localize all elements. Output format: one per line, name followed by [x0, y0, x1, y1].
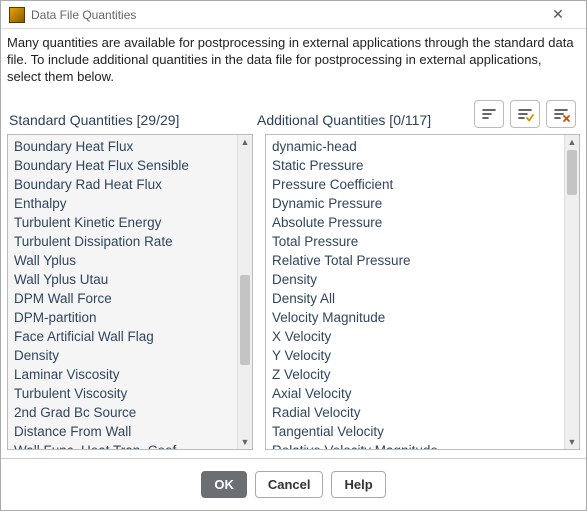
- cancel-button[interactable]: Cancel: [255, 471, 324, 498]
- close-button[interactable]: ✕: [538, 6, 578, 23]
- list-item[interactable]: Z Velocity: [272, 365, 564, 384]
- scroll-up-button[interactable]: ▲: [565, 135, 579, 150]
- additional-scrollbar: ▲ ▼: [564, 135, 579, 449]
- list-item[interactable]: Relative Velocity Magnitude: [272, 441, 564, 449]
- standard-list-body[interactable]: Boundary Heat FluxBoundary Heat Flux Sen…: [8, 135, 237, 449]
- list-item[interactable]: Boundary Heat Flux: [14, 137, 237, 156]
- window-title: Data File Quantities: [31, 8, 538, 22]
- list-item[interactable]: Relative Total Pressure: [272, 251, 564, 270]
- scroll-thumb[interactable]: [567, 150, 577, 195]
- list-item[interactable]: Boundary Heat Flux Sensible: [14, 156, 237, 175]
- dialog-body: Many quantities are available for postpr…: [1, 29, 586, 458]
- list-item[interactable]: Laminar Viscosity: [14, 365, 237, 384]
- list-item[interactable]: Density: [272, 270, 564, 289]
- toolbar-icons: [474, 100, 580, 128]
- list-item[interactable]: Wall Yplus: [14, 251, 237, 270]
- additional-list-body[interactable]: dynamic-headStatic PressurePressure Coef…: [266, 135, 564, 449]
- list-item[interactable]: DPM Wall Force: [14, 289, 237, 308]
- standard-scrollbar: ▲ ▼: [237, 135, 252, 449]
- list-item[interactable]: Velocity Magnitude: [272, 308, 564, 327]
- list-item[interactable]: DPM-partition: [14, 308, 237, 327]
- lists-row: Boundary Heat FluxBoundary Heat Flux Sen…: [7, 134, 580, 450]
- column-headers: Standard Quantities [29/29] Additional Q…: [7, 100, 580, 128]
- scroll-down-button[interactable]: ▼: [565, 434, 579, 449]
- titlebar: Data File Quantities ✕: [1, 1, 586, 29]
- additional-quantities-list: dynamic-headStatic PressurePressure Coef…: [265, 134, 580, 450]
- list-item[interactable]: X Velocity: [272, 327, 564, 346]
- scroll-down-button[interactable]: ▼: [238, 434, 252, 449]
- filter-list-button[interactable]: [474, 100, 504, 128]
- ok-button[interactable]: OK: [201, 471, 247, 498]
- standard-quantities-header: Standard Quantities [29/29]: [7, 112, 253, 128]
- list-item[interactable]: Density: [14, 346, 237, 365]
- description-text: Many quantities are available for postpr…: [7, 35, 580, 94]
- list-item[interactable]: Absolute Pressure: [272, 213, 564, 232]
- dialog-footer: OK Cancel Help: [1, 458, 586, 510]
- list-item[interactable]: Tangential Velocity: [272, 422, 564, 441]
- scroll-up-button[interactable]: ▲: [238, 135, 252, 150]
- list-item[interactable]: Turbulent Viscosity: [14, 384, 237, 403]
- scroll-thumb[interactable]: [240, 275, 250, 365]
- list-item[interactable]: Pressure Coefficient: [272, 175, 564, 194]
- dialog-window: Data File Quantities ✕ Many quantities a…: [0, 0, 587, 511]
- list-item[interactable]: Wall Func. Heat Tran. Coef.: [14, 441, 237, 449]
- list-item[interactable]: Face Artificial Wall Flag: [14, 327, 237, 346]
- list-item[interactable]: Wall Yplus Utau: [14, 270, 237, 289]
- list-item[interactable]: Enthalpy: [14, 194, 237, 213]
- list-item[interactable]: 2nd Grad Bc Source: [14, 403, 237, 422]
- spacer: [7, 450, 580, 458]
- list-item[interactable]: Distance From Wall: [14, 422, 237, 441]
- clear-selection-button[interactable]: [546, 100, 576, 128]
- app-icon: [9, 7, 25, 23]
- select-all-button[interactable]: [510, 100, 540, 128]
- list-item[interactable]: Boundary Rad Heat Flux: [14, 175, 237, 194]
- standard-quantities-list: Boundary Heat FluxBoundary Heat Flux Sen…: [7, 134, 253, 450]
- list-item[interactable]: Dynamic Pressure: [272, 194, 564, 213]
- list-item[interactable]: Axial Velocity: [272, 384, 564, 403]
- list-item[interactable]: Turbulent Kinetic Energy: [14, 213, 237, 232]
- additional-quantities-header: Additional Quantities [0/117]: [253, 112, 474, 128]
- list-item[interactable]: Y Velocity: [272, 346, 564, 365]
- list-item[interactable]: Radial Velocity: [272, 403, 564, 422]
- list-item[interactable]: Density All: [272, 289, 564, 308]
- list-item[interactable]: Total Pressure: [272, 232, 564, 251]
- list-item[interactable]: dynamic-head: [272, 137, 564, 156]
- list-item[interactable]: Turbulent Dissipation Rate: [14, 232, 237, 251]
- list-item[interactable]: Static Pressure: [272, 156, 564, 175]
- help-button[interactable]: Help: [331, 471, 385, 498]
